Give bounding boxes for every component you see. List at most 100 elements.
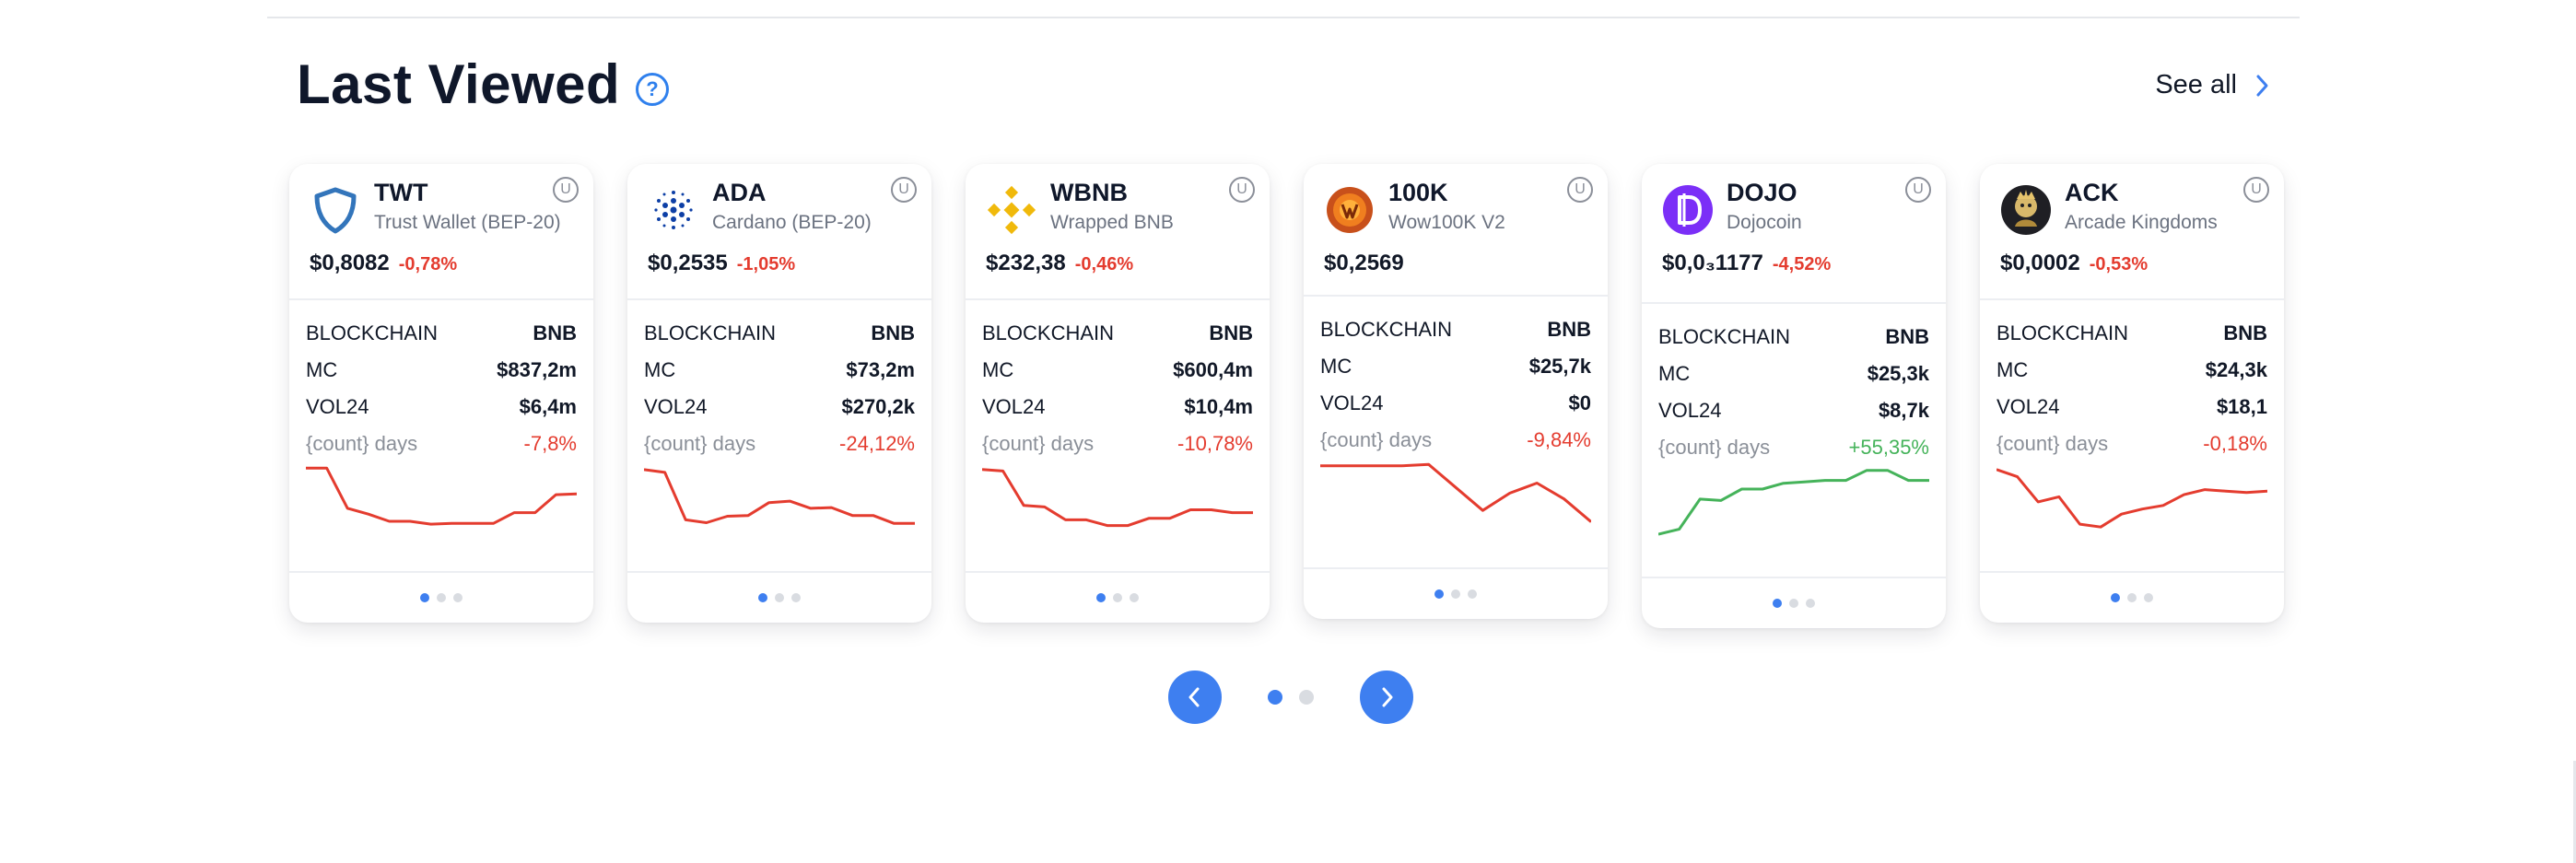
page-scrollbar[interactable]	[2573, 761, 2576, 863]
card-page-dot[interactable]	[1130, 593, 1139, 602]
card-page-dot[interactable]	[2111, 593, 2120, 602]
stat-value: BNB	[533, 321, 577, 344]
stat-label: MC	[1320, 355, 1352, 378]
coin-card-header: TWT Trust Wallet (BEP-20) $0,8082 -0,78% …	[289, 164, 593, 300]
top-divider	[267, 17, 2300, 18]
card-page-dot[interactable]	[1451, 589, 1460, 599]
see-all-label: See all	[2155, 70, 2237, 99]
stat-label: BLOCKCHAIN	[1996, 321, 2129, 344]
sparkline-series	[1320, 462, 1591, 523]
stat-label: VOL24	[1320, 391, 1384, 414]
coin-card-wbnb[interactable]: WBNB Wrapped BNB $232,38 -0,46% U BLOCKCH…	[966, 164, 1270, 623]
coin-card-dojo[interactable]: DOJO Dojocoin $0,0₃1177 -4,52% U BLOCKCHA…	[1642, 164, 1946, 628]
coin-symbol: ADA	[712, 179, 767, 206]
coin-card-twt[interactable]: TWT Trust Wallet (BEP-20) $0,8082 -0,78% …	[289, 164, 593, 623]
stat-value: -7,8%	[523, 432, 577, 455]
stat-value: BNB	[1547, 318, 1591, 341]
card-pagination	[289, 571, 593, 623]
cardano-icon	[654, 191, 693, 229]
card-page-dot[interactable]	[2127, 593, 2137, 602]
card-pagination	[627, 571, 931, 623]
stat-value: BNB	[1885, 325, 1929, 348]
stat-row-days: {count} days -9,84%	[1320, 422, 1591, 459]
stat-label: VOL24	[644, 395, 708, 418]
stat-row-mc: MC $25,3k	[1658, 356, 1929, 392]
pager-dot[interactable]	[1299, 690, 1314, 705]
stat-row-days: {count} days -10,78%	[982, 426, 1253, 462]
stat-label: MC	[1658, 362, 1691, 385]
coin-stats: BLOCKCHAIN BNB MC $600,4m VOL24 $10,4m {cou…	[966, 300, 1270, 462]
coin-price: $0,0002 -0,53%	[2000, 251, 2148, 276]
stat-label: {count} days	[982, 432, 1095, 455]
card-page-dot[interactable]	[791, 593, 801, 602]
stat-label: MC	[1996, 358, 2029, 381]
card-page-dot[interactable]	[2144, 593, 2153, 602]
coin-card-100k[interactable]: 100K Wow100K V2 $0,2569 U BLOCKCHAIN BNB …	[1304, 164, 1608, 619]
pager-dot[interactable]	[1268, 690, 1282, 705]
coin-card-ack[interactable]: ACK Arcade Kingdoms $0,0002 -0,53% U BLOC…	[1980, 164, 2284, 623]
unit-badge-icon: U	[553, 177, 579, 203]
stat-value: $0	[1568, 391, 1591, 414]
price-value: $0,0002	[2000, 251, 2080, 275]
stat-value: $25,7k	[1528, 355, 1591, 378]
sparkline-chart	[1996, 468, 2267, 529]
stat-row-blockchain: BLOCKCHAIN BNB	[982, 315, 1253, 352]
unit-badge-icon: U	[1905, 177, 1931, 203]
card-page-dot[interactable]	[1434, 589, 1444, 599]
sparkline-series	[1658, 469, 1929, 536]
card-page-dot[interactable]	[775, 593, 784, 602]
coin-stats: BLOCKCHAIN BNB MC $25,7k VOL24 $0 {count} d…	[1304, 297, 1608, 459]
stat-row-vol24: VOL24 $18,1	[1996, 389, 2267, 426]
wow100k-coin-icon	[1327, 187, 1373, 233]
question-circle-icon[interactable]: ?	[636, 73, 669, 106]
coin-name: Arcade Kingdoms	[2065, 212, 2218, 233]
coin-symbol: DOJO	[1727, 179, 1797, 206]
card-page-dot[interactable]	[1113, 593, 1122, 602]
coin-card-ada[interactable]: ADA Cardano (BEP-20) $0,2535 -1,05% U BLO…	[627, 164, 931, 623]
stat-value: $837,2m	[497, 358, 577, 381]
sparkline-chart	[1320, 462, 1591, 523]
coin-stats: BLOCKCHAIN BNB MC $25,3k VOL24 $8,7k {count…	[1642, 304, 1946, 466]
stat-label: {count} days	[306, 432, 418, 455]
stat-row-mc: MC $600,4m	[982, 352, 1253, 389]
card-pagination	[1304, 567, 1608, 619]
stat-label: {count} days	[1996, 432, 2109, 455]
coin-card-header: 100K Wow100K V2 $0,2569 U	[1304, 164, 1608, 297]
stat-row-vol24: VOL24 $6,4m	[306, 389, 577, 426]
see-all-link[interactable]: See all	[2155, 70, 2272, 100]
stat-label: {count} days	[1658, 436, 1771, 459]
coin-stats: BLOCKCHAIN BNB MC $73,2m VOL24 $270,2k {cou…	[627, 300, 931, 462]
stat-label: BLOCKCHAIN	[644, 321, 777, 344]
sparkline-chart	[1658, 469, 1929, 536]
coin-stats: BLOCKCHAIN BNB MC $837,2m VOL24 $6,4m {coun…	[289, 300, 593, 462]
card-pagination	[966, 571, 1270, 623]
card-page-dot[interactable]	[437, 593, 446, 602]
stat-value: BNB	[871, 321, 915, 344]
sparkline-series	[306, 466, 577, 526]
card-page-dot[interactable]	[1806, 599, 1815, 608]
prev-page-button[interactable]	[1168, 671, 1222, 724]
price-value: $232,38	[986, 251, 1066, 275]
card-page-dot[interactable]	[453, 593, 463, 602]
card-page-dot[interactable]	[1468, 589, 1477, 599]
card-page-dot[interactable]	[420, 593, 429, 602]
stat-row-mc: MC $73,2m	[644, 352, 915, 389]
card-page-dot[interactable]	[1773, 599, 1782, 608]
stat-value: BNB	[1209, 321, 1253, 344]
card-page-dot[interactable]	[1096, 593, 1106, 602]
stat-value: $600,4m	[1173, 358, 1253, 381]
coin-symbol: 100K	[1388, 179, 1448, 206]
stat-value: +55,35%	[1848, 436, 1929, 459]
card-page-dot[interactable]	[1789, 599, 1798, 608]
card-pagination	[1642, 577, 1946, 628]
coin-name: Trust Wallet (BEP-20)	[374, 212, 561, 233]
stat-value: $24,3k	[2205, 358, 2267, 381]
card-page-dot[interactable]	[758, 593, 767, 602]
coin-name: Cardano (BEP-20)	[712, 212, 872, 233]
stat-row-mc: MC $25,7k	[1320, 348, 1591, 385]
coin-name: Wrapped BNB	[1050, 212, 1174, 233]
stat-row-mc: MC $837,2m	[306, 352, 577, 389]
sparkline-series	[982, 468, 1253, 528]
next-page-button[interactable]	[1360, 671, 1413, 724]
coin-price: $0,2569	[1324, 251, 1404, 276]
